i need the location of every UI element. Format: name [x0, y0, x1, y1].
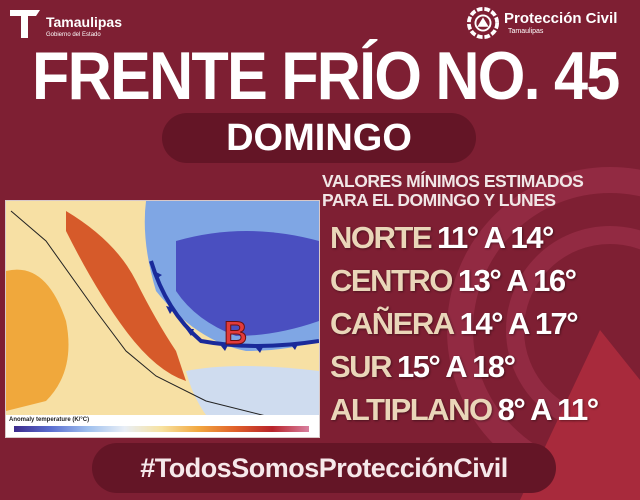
proteccion-civil-logo: Protección Civil Tamaulipas: [466, 6, 617, 40]
region-name: ALTIPLANO: [330, 392, 493, 427]
day-badge: DOMINGO: [162, 113, 476, 163]
subtitle: VALORES MÍNIMOS ESTIMADOS PARA EL DOMING…: [322, 171, 584, 210]
subtitle-line-2: PARA EL DOMINGO Y LUNES: [322, 190, 556, 210]
legend-color-scale: [14, 426, 309, 432]
region-name: CENTRO: [330, 263, 453, 298]
map-legend: Anomaly temperature (K/°C): [6, 415, 319, 437]
region-row-canera: CAÑERA 14° A 17°: [330, 302, 598, 345]
map-graphic: [6, 201, 319, 437]
subtitle-line-1: VALORES MÍNIMOS ESTIMADOS: [322, 171, 584, 191]
region-row-norte: NORTE 11° A 14°: [330, 216, 598, 259]
legend-label: Anomaly temperature (K/°C): [9, 417, 90, 423]
page-title: FRENTE FRÍO NO. 45: [32, 38, 620, 114]
gobierno-tamaulipas-logo: Tamaulipas Gobierno del Estado: [8, 6, 122, 40]
region-name: NORTE: [330, 220, 433, 255]
gov-logo-name: Tamaulipas: [46, 14, 122, 30]
hashtag-badge: #TodosSomosProtecciónCivil: [92, 443, 556, 493]
temperature-list: NORTE 11° A 14° CENTRO 13° A 16° CAÑERA 14°…: [330, 216, 600, 431]
gov-logo-subtitle: Gobierno del Estado: [46, 32, 101, 38]
region-name: SUR: [330, 349, 392, 384]
temperature-anomaly-map: B Anomaly temperature (K/°C): [5, 200, 320, 438]
pc-logo-name: Protección Civil: [504, 10, 618, 27]
low-pressure-marker: B: [223, 315, 248, 351]
region-row-centro: CENTRO 13° A 16°: [330, 259, 598, 302]
region-row-sur: SUR 15° A 18°: [330, 345, 598, 388]
region-range: 13° A 16°: [457, 263, 577, 298]
region-row-altiplano: ALTIPLANO 8° A 11°: [330, 388, 600, 431]
tamaulipas-t-icon: [10, 10, 40, 38]
region-range: 8° A 11°: [497, 392, 600, 427]
pc-logo-subtitle: Tamaulipas: [508, 28, 544, 35]
region-range: 14° A 17°: [459, 306, 579, 341]
region-range: 11° A 14°: [437, 220, 554, 255]
region-range: 15° A 18°: [396, 349, 516, 384]
proteccion-civil-emblem-icon: [466, 6, 500, 40]
region-name: CAÑERA: [330, 306, 455, 341]
